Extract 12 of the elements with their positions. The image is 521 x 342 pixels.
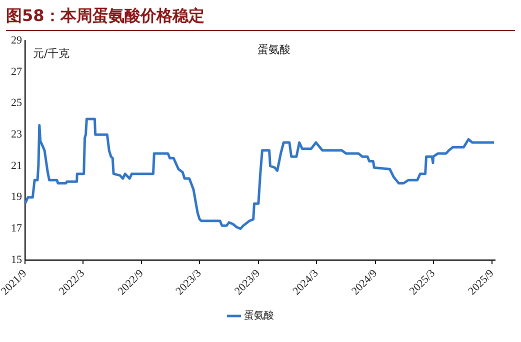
y-tick-label: 27 [11,66,22,78]
y-tick-label: 23 [11,128,22,141]
y-tick-label: 29 [11,34,22,46]
annotation: 元/千克 [33,46,70,60]
y-tick-label: 21 [11,160,22,172]
y-tick-label: 15 [11,254,22,266]
annotation: 蛋氨酸 [258,42,291,56]
legend-label: 蛋氨酸 [244,310,274,322]
y-tick-label: 19 [11,191,22,204]
y-tick-label: 25 [11,97,22,110]
y-tick-label: 17 [11,222,22,235]
chart-title: 图58：本周蛋氨酸价格稳定 [6,6,515,31]
